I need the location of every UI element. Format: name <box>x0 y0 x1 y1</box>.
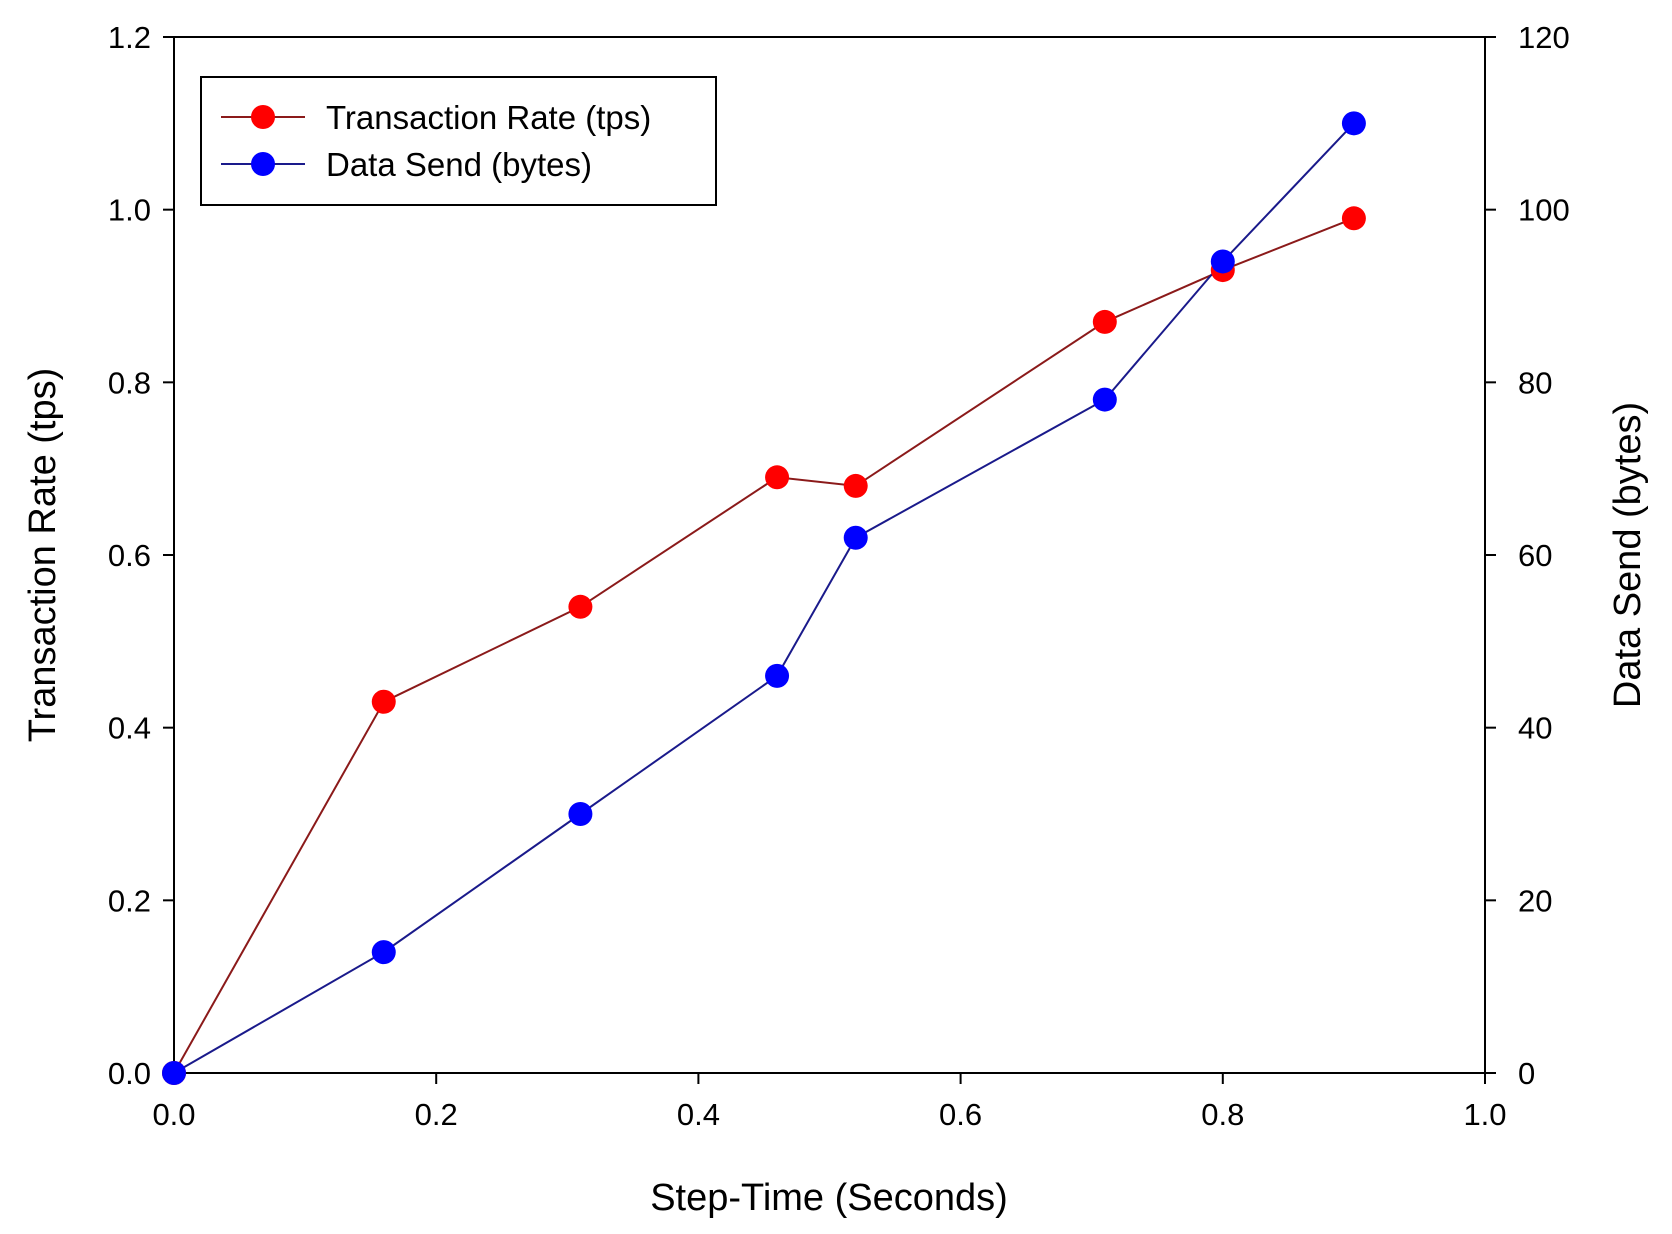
legend-label-data-send: Data Send (bytes) <box>326 146 592 183</box>
y2-axis-title: Data Send (bytes) <box>1607 402 1649 708</box>
series-line-1 <box>173 122 1355 1074</box>
series-0-point-7 <box>1341 206 1366 231</box>
series-1-point-3 <box>765 663 790 688</box>
x-tick-label-3: 0.6 <box>939 1097 982 1132</box>
series-0-point-2 <box>568 594 593 619</box>
y-tick-label-4: 0.8 <box>108 365 151 400</box>
x-tick-label-1: 0.2 <box>415 1097 458 1132</box>
series-1-point-1 <box>371 940 396 965</box>
y2-tick-label-3: 60 <box>1518 538 1552 573</box>
series-line-0 <box>173 217 1355 1074</box>
y2-tick-label-0: 0 <box>1518 1056 1535 1091</box>
y2-tick-label-4: 80 <box>1518 365 1552 400</box>
series-0-point-1 <box>371 689 396 714</box>
series-1-point-0 <box>162 1061 186 1085</box>
series-0-point-5 <box>1092 309 1117 334</box>
x-tick-label-4: 0.8 <box>1201 1097 1244 1132</box>
legend-box <box>200 76 717 206</box>
x-tick-label-2: 0.4 <box>677 1097 720 1132</box>
series-0-point-3 <box>765 465 790 490</box>
x-tick-label-0: 0.0 <box>152 1097 195 1132</box>
legend-marker-transaction-rate <box>251 105 275 129</box>
y2-tick-label-1: 20 <box>1518 883 1552 918</box>
y2-tick-label-6: 120 <box>1518 20 1570 55</box>
x-axis-title: Step-Time (Seconds) <box>650 1177 1008 1219</box>
legend-label-transaction-rate: Transaction Rate (tps) <box>326 99 651 136</box>
series-1-point-6 <box>1210 249 1235 274</box>
y-tick-label-1: 0.2 <box>108 883 151 918</box>
y2-tick-label-2: 40 <box>1518 711 1552 746</box>
y-tick-label-3: 0.6 <box>108 538 151 573</box>
legend: Transaction Rate (tps) Data Send (bytes) <box>200 76 717 206</box>
y-tick-label-2: 0.4 <box>108 711 151 746</box>
y-tick-label-5: 1.0 <box>108 193 151 228</box>
y-tick-label-6: 1.2 <box>108 20 151 55</box>
y2-tick-label-5: 100 <box>1518 193 1570 228</box>
x-tick-label-5: 1.0 <box>1463 1097 1506 1132</box>
series-1-point-5 <box>1092 387 1117 412</box>
legend-marker-data-send <box>251 152 275 176</box>
series-1-point-7 <box>1341 111 1366 136</box>
y-axis-title: Transaction Rate (tps) <box>22 368 64 743</box>
y-tick-label-0: 0.0 <box>108 1056 151 1091</box>
series-1-point-4 <box>843 525 868 550</box>
series-1-point-2 <box>568 802 593 826</box>
series-0-point-4 <box>843 473 868 498</box>
